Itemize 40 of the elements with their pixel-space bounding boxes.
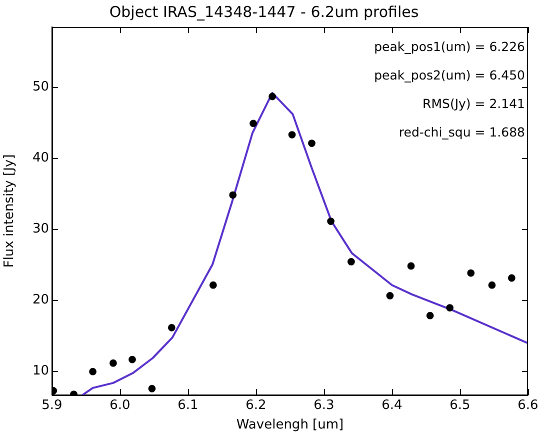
y-tick-label: 20 xyxy=(32,292,49,308)
point xyxy=(288,131,296,138)
annotation: peak_pos2(um) = 6.450 xyxy=(374,68,526,82)
annotation: red-chi_squ = 1.688 xyxy=(398,124,526,140)
point xyxy=(229,191,237,199)
x-tick-label: 6.1 xyxy=(178,398,198,414)
x-tick-label: 5.9 xyxy=(42,398,62,414)
y-axis-title: Flux intensity [Jy] xyxy=(2,154,18,268)
x-tick-label: 6.6 xyxy=(518,398,538,414)
y-tick-label: 40 xyxy=(32,150,49,166)
annotation: peak_pos1(um) = 6.226 xyxy=(374,39,526,54)
point xyxy=(446,304,454,312)
point xyxy=(467,269,475,277)
point xyxy=(426,312,434,320)
point xyxy=(110,359,117,367)
x-tick-label: 6.2 xyxy=(246,398,266,414)
point xyxy=(128,356,136,364)
point xyxy=(308,140,316,147)
x-tick-label: 6.0 xyxy=(110,398,130,414)
point xyxy=(348,258,355,266)
y-tick-label: 50 xyxy=(32,80,49,95)
x-tick-label: 6.3 xyxy=(314,398,334,414)
chart-title: Object IRAS_14348-1447 - 6.2um profiles xyxy=(109,2,419,21)
x-tick-label: 6.4 xyxy=(382,398,402,414)
y-tick-label: 10 xyxy=(32,363,49,378)
point xyxy=(386,292,394,300)
annotation: RMS(Jy) = 2.141 xyxy=(422,96,525,111)
x-tick-label: 6.5 xyxy=(450,398,470,414)
point xyxy=(89,368,96,376)
y-tick-label: 30 xyxy=(32,221,49,236)
point xyxy=(209,281,217,289)
point xyxy=(327,218,334,225)
point xyxy=(250,120,257,128)
point xyxy=(148,384,156,392)
point xyxy=(268,92,276,100)
point xyxy=(488,281,496,289)
point xyxy=(508,274,516,282)
x-axis-title: Wavelengh [um] xyxy=(236,418,344,433)
point xyxy=(168,324,176,332)
point xyxy=(407,262,415,270)
